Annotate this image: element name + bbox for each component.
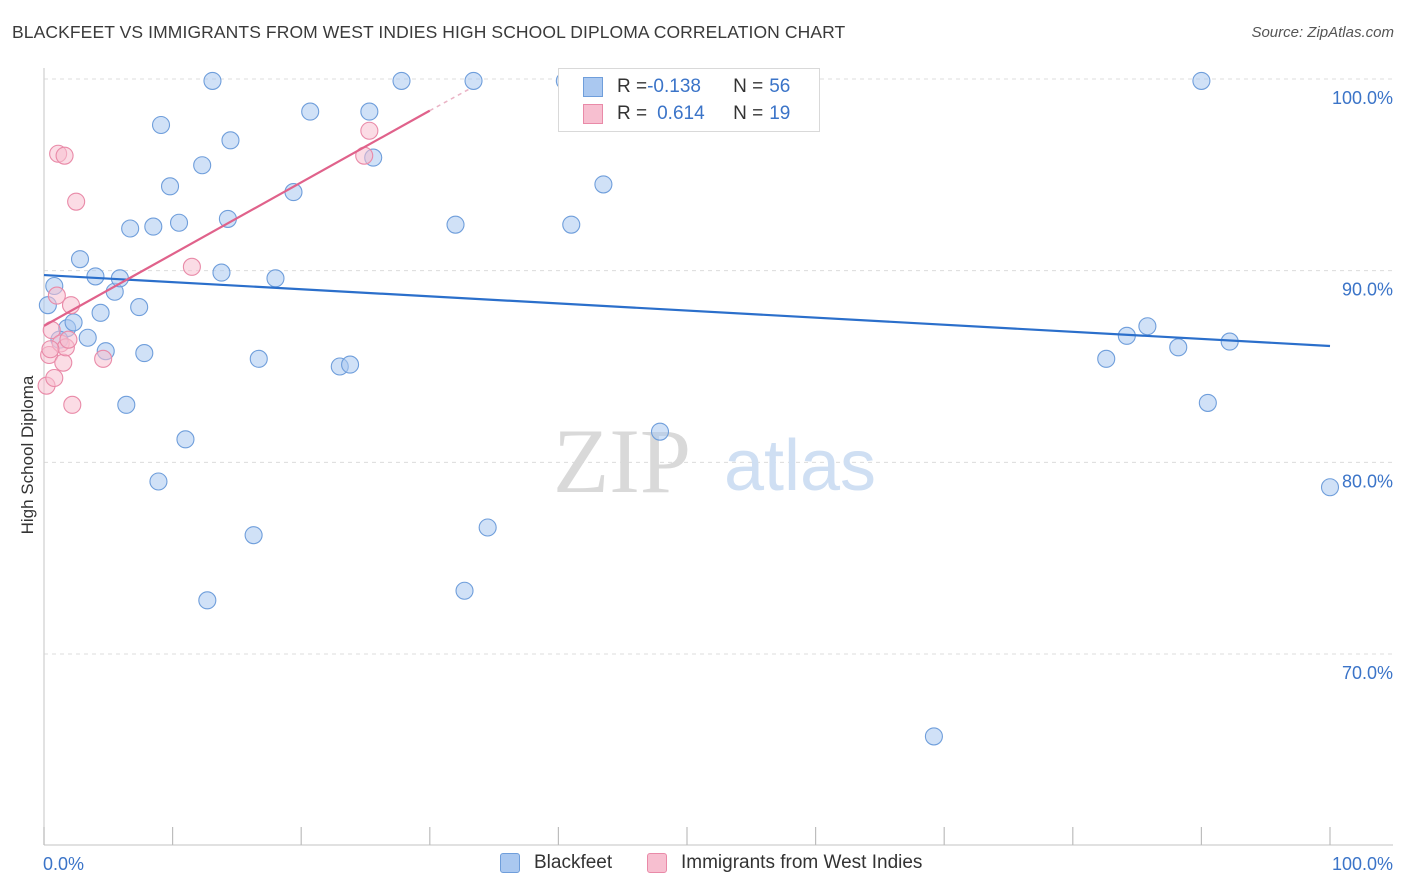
blackfeet-point <box>144 217 163 236</box>
blackfeet-point <box>193 156 212 175</box>
blackfeet-point <box>1097 349 1116 368</box>
west-indies-trend-extension <box>429 88 469 112</box>
west-indies-point <box>360 121 379 140</box>
legend-r-value: 0.614 <box>657 103 705 124</box>
legend-n-value: 56 <box>769 76 791 97</box>
series-legend: Blackfeet Immigrants from West Indies <box>0 852 1406 878</box>
blackfeet-point <box>478 518 497 537</box>
blackfeet-point <box>341 355 360 374</box>
legend-swatch-pink <box>583 104 603 124</box>
blackfeet-point <box>130 298 149 317</box>
blackfeet-point <box>135 344 154 363</box>
series-legend-label: Immigrants from West Indies <box>681 852 923 873</box>
blackfeet-point <box>594 175 613 194</box>
west-indies-point <box>45 368 64 388</box>
blackfeet-point <box>1320 478 1340 497</box>
source-label: Source: ZipAtlas.com <box>1251 24 1394 41</box>
watermark-atlas: atlas <box>724 426 876 506</box>
west-indies-point <box>59 330 78 349</box>
legend-r-label: R = <box>617 76 648 97</box>
blackfeet-point <box>1198 393 1217 412</box>
blackfeet-point <box>160 177 180 196</box>
west-indies-point <box>55 146 74 165</box>
series-swatch-pink <box>647 853 667 873</box>
west-indies-point <box>94 349 113 368</box>
tick-labels: 100.0% 90.0% 80.0% 70.0% 0.0% 100.0% <box>43 88 1393 874</box>
chart-title: BLACKFEET VS IMMIGRANTS FROM WEST INDIES… <box>12 22 846 42</box>
x-tick-label: 100.0% <box>1332 854 1393 874</box>
blackfeet-point <box>176 430 195 449</box>
watermark: ZIP atlas <box>553 410 876 512</box>
blackfeet-point <box>924 727 943 746</box>
blackfeet-point <box>78 328 97 347</box>
blackfeet-point <box>198 591 217 610</box>
blackfeet-point <box>266 269 285 288</box>
west-indies-point <box>67 192 86 211</box>
blackfeet-point <box>1138 317 1157 336</box>
blackfeet-point <box>212 263 231 282</box>
legend-n-label: N = <box>733 103 764 124</box>
blackfeet-point <box>121 219 140 238</box>
series-legend-blackfeet[interactable]: Blackfeet <box>500 852 612 874</box>
blackfeet-point <box>91 303 110 322</box>
trend-layer <box>43 88 1331 348</box>
legend-n-value: 19 <box>769 103 791 124</box>
blackfeet-point <box>464 71 483 90</box>
blackfeet-point <box>64 313 83 332</box>
blackfeet-point <box>151 115 171 135</box>
blackfeet-point <box>1192 71 1211 90</box>
grid-layer <box>44 78 1393 655</box>
blackfeet-point <box>301 102 320 121</box>
blackfeet-point <box>249 349 268 368</box>
west-indies-point <box>41 340 60 359</box>
stats-legend: R = -0.138 N = 56 R = 0.614 N = 19 <box>558 68 820 132</box>
blackfeet-point <box>360 102 379 121</box>
blackfeet-point <box>221 131 240 150</box>
legend-swatch-blue <box>583 77 603 97</box>
watermark-zip: ZIP <box>553 410 691 512</box>
blackfeet-trend-line <box>43 273 1331 348</box>
series-legend-label: Blackfeet <box>534 852 613 873</box>
x-tick-label: 0.0% <box>43 854 84 874</box>
series-legend-west-indies[interactable]: Immigrants from West Indies <box>647 852 922 874</box>
y-axis-label: High School Diploma <box>18 375 37 535</box>
series-swatch-blue <box>500 853 520 873</box>
legend-row-west-indies: R = 0.614 N = 19 <box>583 101 790 127</box>
blackfeet-point <box>149 472 168 491</box>
west-indies-point <box>47 286 66 305</box>
blackfeet-point <box>169 213 189 232</box>
y-tick-label: 90.0% <box>1342 280 1393 300</box>
west-indies-point <box>54 353 73 372</box>
blackfeet-point <box>1169 338 1188 357</box>
blackfeet-point <box>392 71 411 90</box>
blackfeet-point <box>70 250 90 269</box>
blackfeet-point <box>650 422 670 441</box>
blackfeet-point <box>203 71 222 90</box>
points-layer <box>37 71 1340 746</box>
blackfeet-point <box>86 267 105 286</box>
y-tick-label: 70.0% <box>1342 663 1393 683</box>
legend-row-blackfeet: R = -0.138 N = 56 <box>583 74 790 100</box>
y-tick-label: 80.0% <box>1342 471 1393 491</box>
west-indies-point <box>63 395 82 414</box>
blackfeet-point <box>446 215 465 234</box>
legend-r-value: -0.138 <box>647 76 701 97</box>
west-indies-point <box>182 257 201 276</box>
blackfeet-point <box>117 395 136 414</box>
west-indies-trend-line <box>43 109 431 327</box>
y-tick-label: 100.0% <box>1332 88 1393 108</box>
axes-layer <box>43 68 1393 846</box>
blackfeet-point <box>562 215 581 234</box>
blackfeet-point <box>455 581 474 600</box>
legend-r-label: R = <box>617 103 648 124</box>
legend-n-label: N = <box>733 76 764 97</box>
blackfeet-point <box>244 526 263 545</box>
